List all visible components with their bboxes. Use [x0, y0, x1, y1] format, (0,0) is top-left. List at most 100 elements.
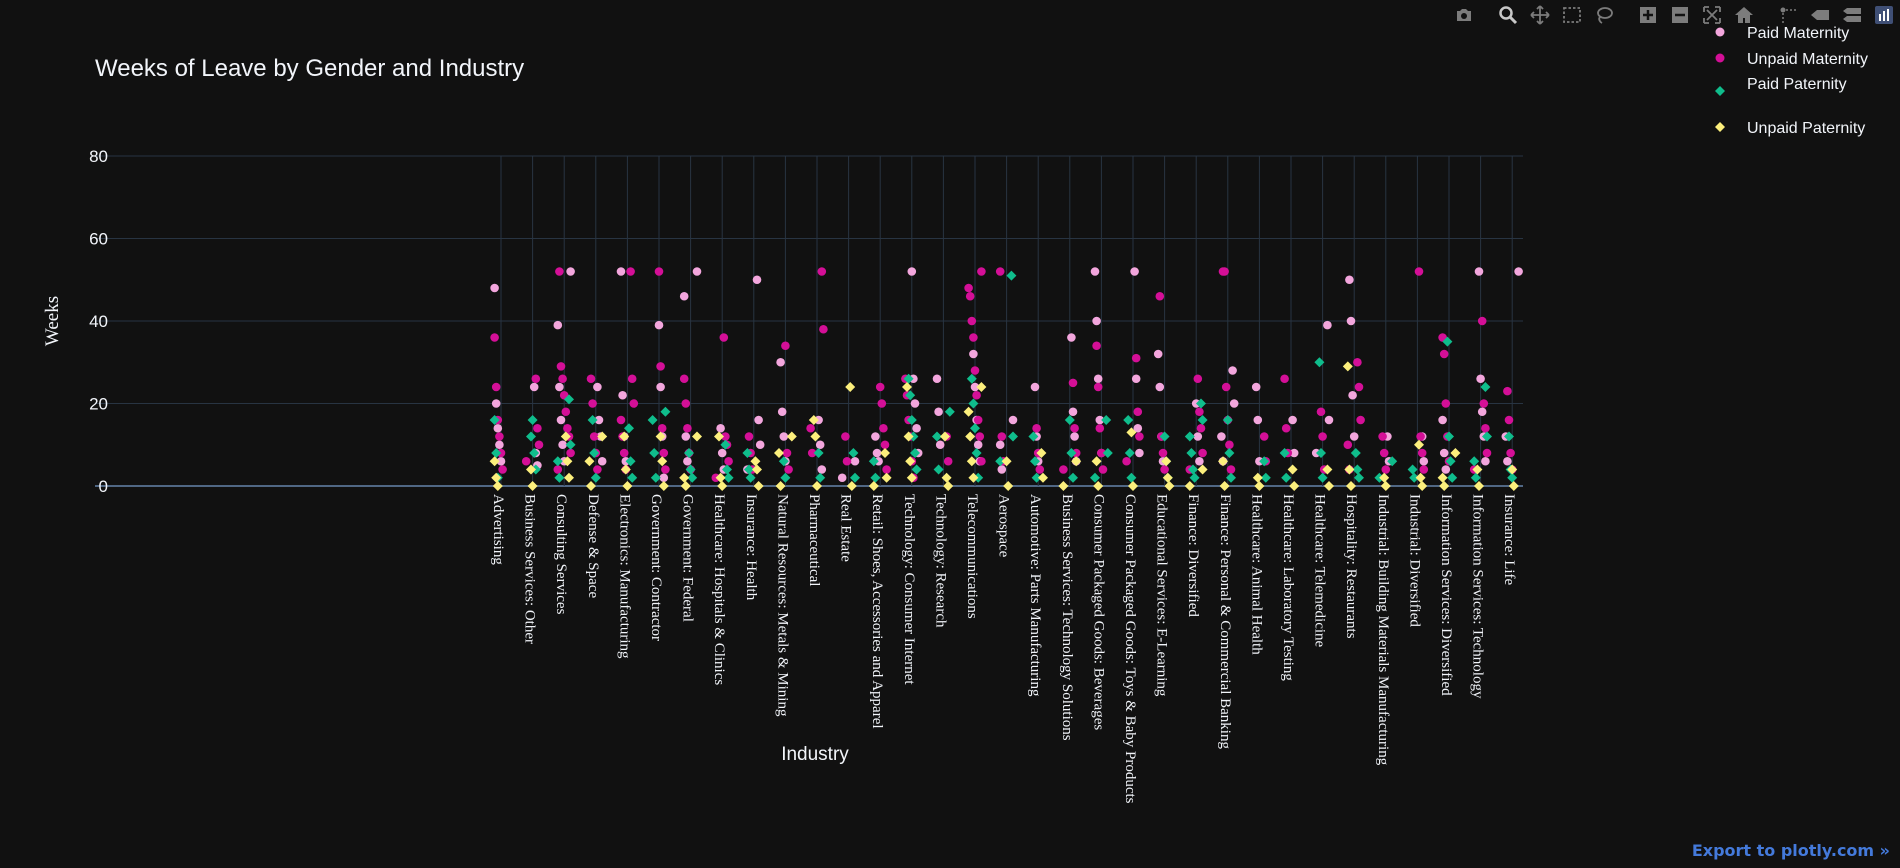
- point-paid-maternity[interactable]: [1419, 456, 1429, 466]
- point-paid-maternity[interactable]: [1324, 415, 1334, 425]
- point-unpaid-maternity[interactable]: [556, 362, 566, 371]
- point-unpaid-maternity[interactable]: [1160, 465, 1169, 474]
- point-paid-maternity[interactable]: [1476, 374, 1485, 384]
- point-paid-paternity[interactable]: [1260, 472, 1271, 483]
- point-paid-paternity[interactable]: [723, 472, 734, 483]
- point-unpaid-paternity[interactable]: [492, 481, 503, 491]
- point-paid-paternity[interactable]: [1470, 472, 1481, 483]
- point-unpaid-paternity[interactable]: [1437, 472, 1448, 483]
- point-paid-maternity[interactable]: [1135, 448, 1144, 458]
- point-paid-paternity[interactable]: [1507, 472, 1518, 483]
- point-unpaid-maternity[interactable]: [561, 407, 571, 417]
- point-unpaid-maternity[interactable]: [1133, 407, 1143, 417]
- point-paid-maternity[interactable]: [912, 423, 921, 433]
- point-unpaid-paternity[interactable]: [940, 431, 950, 442]
- point-unpaid-paternity[interactable]: [1254, 481, 1265, 491]
- point-paid-maternity[interactable]: [1131, 374, 1141, 384]
- point-paid-maternity[interactable]: [1228, 366, 1237, 375]
- point-unpaid-paternity[interactable]: [1126, 427, 1137, 438]
- point-unpaid-maternity[interactable]: [967, 316, 977, 326]
- point-paid-maternity[interactable]: [872, 448, 882, 458]
- point-paid-maternity[interactable]: [1068, 407, 1078, 417]
- point-unpaid-maternity[interactable]: [491, 382, 501, 392]
- point-unpaid-maternity[interactable]: [563, 423, 572, 433]
- point-paid-paternity[interactable]: [1124, 448, 1135, 458]
- point-paid-paternity[interactable]: [722, 464, 732, 475]
- pan-icon[interactable]: [1526, 2, 1554, 28]
- point-paid-paternity[interactable]: [903, 373, 914, 384]
- point-unpaid-paternity[interactable]: [1218, 456, 1228, 467]
- point-unpaid-paternity[interactable]: [1003, 481, 1014, 491]
- point-unpaid-maternity[interactable]: [553, 465, 563, 474]
- point-paid-paternity[interactable]: [685, 464, 696, 475]
- point-paid-maternity[interactable]: [556, 415, 566, 425]
- point-unpaid-maternity[interactable]: [1059, 465, 1068, 474]
- point-paid-paternity[interactable]: [910, 448, 920, 458]
- point-unpaid-paternity[interactable]: [1164, 481, 1175, 491]
- point-paid-maternity[interactable]: [1289, 448, 1299, 458]
- point-unpaid-paternity[interactable]: [489, 456, 500, 467]
- point-paid-paternity[interactable]: [1031, 472, 1042, 483]
- point-unpaid-maternity[interactable]: [1506, 448, 1515, 458]
- point-paid-maternity[interactable]: [1070, 432, 1079, 441]
- point-unpaid-maternity[interactable]: [654, 267, 664, 276]
- point-paid-maternity[interactable]: [1195, 456, 1204, 466]
- point-unpaid-maternity[interactable]: [1441, 399, 1451, 408]
- camera-icon[interactable]: [1450, 2, 1478, 28]
- point-paid-paternity[interactable]: [968, 398, 979, 409]
- point-unpaid-paternity[interactable]: [775, 481, 786, 491]
- point-paid-paternity[interactable]: [552, 456, 563, 467]
- point-paid-maternity[interactable]: [717, 448, 727, 458]
- point-paid-paternity[interactable]: [745, 472, 756, 483]
- point-paid-paternity[interactable]: [1030, 456, 1040, 467]
- point-paid-maternity[interactable]: [1067, 333, 1076, 342]
- point-unpaid-paternity[interactable]: [846, 481, 857, 491]
- point-paid-maternity[interactable]: [654, 320, 664, 330]
- point-paid-maternity[interactable]: [681, 432, 691, 441]
- point-unpaid-maternity[interactable]: [1416, 432, 1425, 441]
- point-unpaid-paternity[interactable]: [905, 456, 916, 467]
- point-unpaid-paternity[interactable]: [906, 472, 917, 483]
- point-paid-maternity[interactable]: [1346, 316, 1356, 326]
- point-unpaid-maternity[interactable]: [969, 333, 978, 342]
- hover-compare-icon[interactable]: [1838, 2, 1866, 28]
- point-paid-maternity[interactable]: [1288, 415, 1297, 425]
- point-paid-maternity[interactable]: [934, 407, 943, 417]
- point-unpaid-paternity[interactable]: [1508, 481, 1519, 491]
- point-paid-maternity[interactable]: [593, 382, 602, 392]
- point-paid-paternity[interactable]: [1159, 431, 1170, 442]
- point-paid-maternity[interactable]: [1477, 407, 1487, 417]
- point-paid-maternity[interactable]: [910, 399, 920, 408]
- point-paid-paternity[interactable]: [649, 448, 660, 458]
- point-paid-paternity[interactable]: [744, 464, 754, 475]
- point-unpaid-maternity[interactable]: [1195, 407, 1204, 417]
- point-paid-maternity[interactable]: [1251, 382, 1261, 392]
- point-unpaid-paternity[interactable]: [597, 431, 608, 442]
- point-paid-maternity[interactable]: [1133, 423, 1143, 433]
- point-unpaid-paternity[interactable]: [715, 472, 726, 483]
- point-unpaid-maternity[interactable]: [1479, 399, 1489, 408]
- point-unpaid-maternity[interactable]: [782, 448, 792, 458]
- point-unpaid-paternity[interactable]: [1507, 464, 1518, 475]
- point-paid-maternity[interactable]: [815, 440, 825, 450]
- point-paid-maternity[interactable]: [779, 432, 789, 441]
- point-unpaid-maternity[interactable]: [1503, 386, 1512, 396]
- point-paid-paternity[interactable]: [647, 415, 658, 425]
- point-paid-paternity[interactable]: [1090, 472, 1100, 483]
- point-unpaid-maternity[interactable]: [588, 399, 597, 408]
- point-paid-paternity[interactable]: [870, 472, 881, 483]
- point-unpaid-paternity[interactable]: [655, 431, 666, 442]
- point-unpaid-paternity[interactable]: [491, 472, 502, 483]
- point-unpaid-maternity[interactable]: [1092, 341, 1101, 351]
- point-unpaid-maternity[interactable]: [1281, 423, 1291, 433]
- point-paid-paternity[interactable]: [589, 448, 600, 458]
- point-unpaid-maternity[interactable]: [1225, 440, 1234, 450]
- point-paid-paternity[interactable]: [627, 472, 638, 483]
- point-unpaid-paternity[interactable]: [1474, 481, 1484, 491]
- point-paid-paternity[interactable]: [944, 406, 955, 417]
- point-paid-paternity[interactable]: [1008, 431, 1018, 442]
- point-paid-maternity[interactable]: [1095, 415, 1105, 425]
- point-unpaid-paternity[interactable]: [1342, 361, 1353, 372]
- point-unpaid-paternity[interactable]: [786, 431, 797, 442]
- legend-item-paid-paternity[interactable]: Paid Paternity: [1715, 76, 1847, 96]
